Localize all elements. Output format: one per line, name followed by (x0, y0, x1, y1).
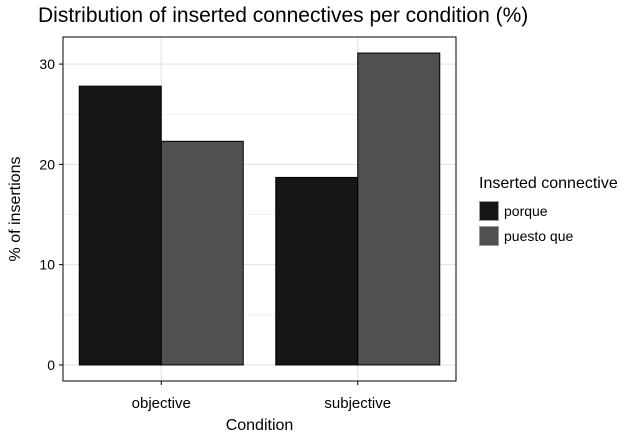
bar-porque-subjective (275, 176, 359, 366)
legend-label-porque: porque (504, 203, 548, 219)
chart-title: Distribution of inserted connectives per… (38, 4, 529, 27)
bars (78, 52, 441, 366)
y-tick-label: 20 (39, 156, 55, 172)
legend-label-puesto-que: puesto que (504, 228, 574, 244)
y-tick-label: 10 (39, 257, 55, 273)
y-axis-label: % of insertions (7, 157, 24, 262)
bar-puesto-que-subjective (357, 52, 441, 366)
x-tick-label: subjective (324, 395, 391, 412)
y-tick-label: 30 (39, 56, 55, 72)
bar-puesto-que-objective (160, 140, 244, 366)
legend-swatch-porque (479, 201, 499, 221)
legend-title: Inserted connective (479, 175, 618, 192)
legend-item-puesto-que: puesto que (479, 224, 618, 248)
legend: Inserted connective porque puesto que (479, 175, 618, 249)
bar-porque-objective (78, 85, 162, 366)
legend-item-porque: porque (479, 199, 618, 223)
y-tick-label: 0 (47, 357, 55, 373)
axes: 0 10 20 30 objective subjective (39, 56, 391, 412)
x-tick-label: objective (132, 395, 191, 412)
plot-panel-border (62, 36, 457, 382)
x-axis-label: Condition (226, 417, 294, 434)
legend-swatch-puesto-que (479, 226, 499, 246)
